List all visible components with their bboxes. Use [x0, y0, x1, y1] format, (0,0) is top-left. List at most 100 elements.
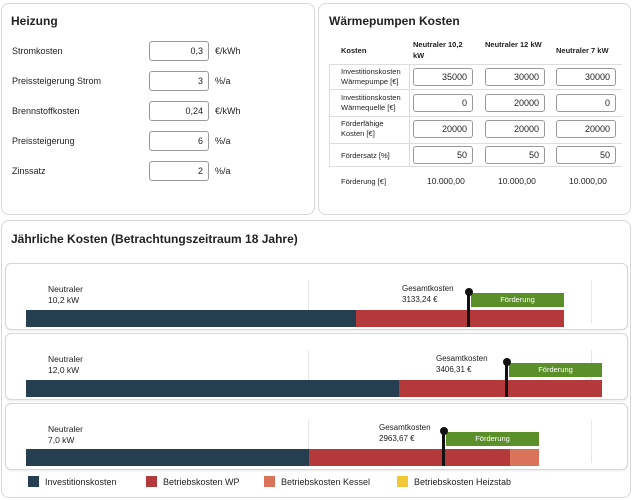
gesamtkosten-title: Gesamtkosten — [379, 423, 431, 432]
table-divider — [329, 64, 622, 65]
gridline — [308, 420, 309, 463]
legend-swatch — [264, 476, 275, 487]
stromkosten-label: Stromkosten — [12, 46, 63, 56]
system-name-1-line2: 10,2 kW — [48, 295, 80, 305]
system-name-3: Neutraler 7,0 kW — [48, 424, 83, 446]
preissteigerung-input[interactable]: 6 — [149, 131, 209, 151]
preissteigerung-label: Preissteigerung — [12, 136, 75, 146]
jaehrliche-kosten-title: Jährliche Kosten (Betrachtungszeitraum 1… — [11, 232, 298, 246]
foerderung-value-2: 10.000,00 — [498, 176, 536, 186]
bar-betriebskosten-wp — [356, 310, 564, 327]
zinssatz-label: Zinssatz — [12, 166, 46, 176]
legend-swatch — [146, 476, 157, 487]
table-divider — [329, 166, 622, 167]
system-name-2-line1: Neutraler — [48, 354, 83, 364]
bar-investitionskosten — [26, 310, 356, 327]
bar-investitionskosten — [26, 380, 399, 397]
gesamtkosten-title: Gesamtkosten — [436, 354, 488, 363]
preissteigerung-unit: %/a — [215, 136, 231, 146]
foerderfaehig-input-3[interactable]: 20000 — [556, 120, 616, 138]
preissteigerung-strom-input[interactable]: 3 — [149, 71, 209, 91]
system-name-1: Neutraler 10,2 kW — [48, 284, 83, 306]
row-label-invest-wp: Investitionskosten Wärmepumpe [€] — [341, 67, 401, 86]
foerderung-value-3: 10.000,00 — [569, 176, 607, 186]
legend-label: Betriebskosten Kessel — [281, 476, 371, 487]
table-divider — [329, 143, 622, 144]
gesamtkosten-label-2: Gesamtkosten 3406,31 € — [436, 353, 488, 375]
foerdersatz-input-2[interactable]: 50 — [485, 146, 545, 164]
system-name-2: Neutraler 12,0 kW — [48, 354, 83, 376]
table-divider — [329, 89, 622, 90]
bar-betriebskosten-kessel — [510, 449, 539, 466]
legend-swatch — [397, 476, 408, 487]
gesamtkosten-value-3: 2963,67 € — [379, 434, 415, 443]
system-name-2-line2: 12,0 kW — [48, 365, 80, 375]
cost-bar-chart-3: Neutraler 7,0 kW Förderung Gesamtkosten … — [5, 403, 628, 470]
gesamtkosten-marker-dot — [440, 427, 448, 435]
brennstoffkosten-unit: €/kWh — [215, 106, 241, 116]
cost-bar-chart-1: Neutraler 10,2 kW Förderung Gesamtkosten… — [5, 263, 628, 330]
waermepumpen-card: Wärmepumpen Kosten Kosten Neutraler 10,2… — [318, 3, 631, 215]
foerderfaehig-input-2[interactable]: 20000 — [485, 120, 545, 138]
foerdersatz-input-1[interactable]: 50 — [413, 146, 473, 164]
gesamtkosten-marker-dot — [465, 288, 473, 296]
stromkosten-unit: €/kWh — [215, 46, 241, 56]
foerdersatz-input-3[interactable]: 50 — [556, 146, 616, 164]
gesamtkosten-label-1: Gesamtkosten 3133,24 € — [402, 283, 454, 305]
col-header-system-3: Neutraler 7 kW — [556, 46, 609, 55]
bar-betriebskosten-wp — [309, 449, 510, 466]
table-divider — [329, 116, 622, 117]
gridline — [591, 280, 592, 323]
gesamtkosten-value-2: 3406,31 € — [436, 365, 472, 374]
legend-item-betriebskosten-wp[interactable]: Betriebskosten WP — [146, 476, 240, 487]
waermepumpen-title: Wärmepumpen Kosten — [329, 14, 460, 28]
legend-label: Investitionskosten — [45, 476, 117, 487]
row-label-invest-wq: Investitionskosten Wärmequelle [€] — [341, 93, 401, 112]
legend-item-betriebskosten-kessel[interactable]: Betriebskosten Kessel — [264, 476, 370, 487]
foerderung-value-1: 10.000,00 — [427, 176, 465, 186]
gridline — [308, 350, 309, 393]
cost-bar-chart-2: Neutraler 12,0 kW Förderung Gesamtkosten… — [5, 333, 628, 400]
row-label-foerdersatz: Fördersatz [%] — [341, 151, 390, 160]
system-name-3-line1: Neutraler — [48, 424, 83, 434]
invest-wp-input-2[interactable]: 30000 — [485, 68, 545, 86]
bar-investitionskosten — [26, 449, 309, 466]
row-label-foerderfaehig: Förderfähige Kosten [€] — [341, 119, 384, 138]
system-name-3-line2: 7,0 kW — [48, 435, 75, 445]
preissteigerung-strom-unit: %/a — [215, 76, 231, 86]
gesamtkosten-marker — [505, 362, 508, 397]
foerderung-bar: Förderung — [509, 363, 602, 377]
gesamtkosten-marker — [442, 431, 445, 466]
legend-item-betriebskosten-heizstab[interactable]: Betriebskosten Heizstab — [397, 476, 511, 487]
zinssatz-unit: %/a — [215, 166, 231, 176]
invest-wp-input-3[interactable]: 30000 — [556, 68, 616, 86]
foerderfaehig-input-1[interactable]: 20000 — [413, 120, 473, 138]
zinssatz-input[interactable]: 2 — [149, 161, 209, 181]
gridline — [591, 420, 592, 463]
gesamtkosten-marker — [467, 292, 470, 327]
stromkosten-input[interactable]: 0,3 — [149, 41, 209, 61]
invest-wq-input-1[interactable]: 0 — [413, 94, 473, 112]
gesamtkosten-title: Gesamtkosten — [402, 284, 454, 293]
gesamtkosten-label-3: Gesamtkosten 2963,67 € — [379, 422, 431, 444]
table-vdivider — [409, 64, 410, 166]
table-vdivider — [329, 64, 330, 166]
bar-betriebskosten-wp — [399, 380, 602, 397]
heizung-card: Heizung Stromkosten 0,3 €/kWh Preissteig… — [1, 3, 315, 215]
legend-label: Betriebskosten WP — [163, 476, 240, 487]
brennstoffkosten-input[interactable]: 0,24 — [149, 101, 209, 121]
system-name-1-line1: Neutraler — [48, 284, 83, 294]
foerderung-bar: Förderung — [471, 293, 564, 307]
legend-label: Betriebskosten Heizstab — [414, 476, 512, 487]
gridline — [308, 280, 309, 323]
invest-wq-input-3[interactable]: 0 — [556, 94, 616, 112]
col-header-system-2: Neutraler 12 kW — [485, 40, 542, 49]
gesamtkosten-value-1: 3133,24 € — [402, 295, 438, 304]
legend-item-investitionskosten[interactable]: Investitionskosten — [28, 476, 117, 487]
preissteigerung-strom-label: Preissteigerung Strom — [12, 76, 102, 86]
invest-wq-input-2[interactable]: 20000 — [485, 94, 545, 112]
brennstoffkosten-label: Brennstoffkosten — [12, 106, 80, 116]
col-header-kosten: Kosten — [341, 46, 367, 55]
gesamtkosten-marker-dot — [503, 358, 511, 366]
invest-wp-input-1[interactable]: 35000 — [413, 68, 473, 86]
